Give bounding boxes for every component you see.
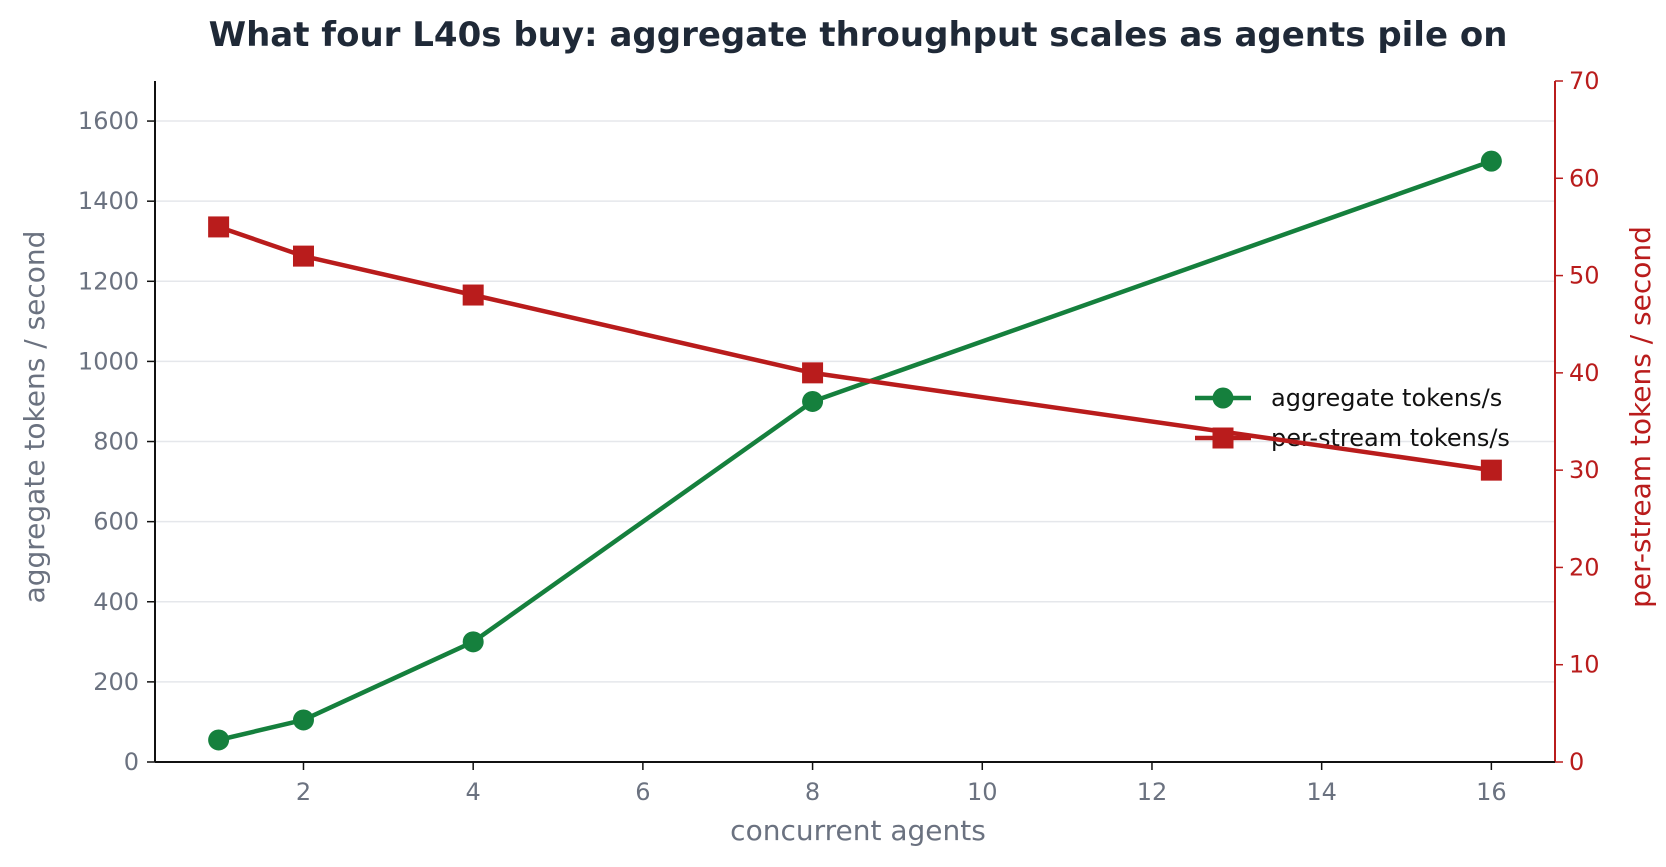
series-layer <box>208 150 1502 751</box>
right-y-tick-label: 20 <box>1569 553 1600 581</box>
x-tick-label: 12 <box>1137 778 1168 806</box>
right-y-tick-label: 60 <box>1569 164 1600 192</box>
left-y-tick-label: 1400 <box>78 187 139 215</box>
right-y-axis-label: per-stream tokens / second <box>1624 226 1657 608</box>
tick-labels: 0 200 400 600 800 1000 1200 1400 1600 0 10 20 30 40 50… <box>78 67 1600 806</box>
data-point <box>462 631 484 653</box>
data-point <box>802 390 824 412</box>
x-tick-label: 10 <box>967 778 998 806</box>
right-y-tick-label: 70 <box>1569 67 1600 95</box>
left-y-axis-label: aggregate tokens / second <box>18 231 51 604</box>
right-y-tick-label: 10 <box>1569 651 1600 679</box>
right-y-tick-label: 0 <box>1569 748 1584 776</box>
left-y-tick-label: 0 <box>124 748 139 776</box>
legend: aggregate tokens/s per-stream tokens/s <box>1195 384 1510 452</box>
right-y-tick-label: 40 <box>1569 359 1600 387</box>
left-y-tick-label: 800 <box>93 428 139 456</box>
data-point <box>292 245 314 267</box>
x-tick-label: 6 <box>635 778 650 806</box>
x-tick-label: 2 <box>296 778 311 806</box>
axes <box>147 80 1563 770</box>
data-point <box>208 216 230 238</box>
x-tick-label: 4 <box>466 778 481 806</box>
data-point <box>462 284 484 306</box>
legend-label: per-stream tokens/s <box>1271 424 1510 452</box>
legend-swatch-marker <box>1212 387 1234 409</box>
gridlines <box>155 120 1555 683</box>
left-y-tick-label: 1600 <box>78 107 139 135</box>
x-tick-label: 16 <box>1476 778 1507 806</box>
data-point <box>292 709 314 731</box>
left-y-tick-label: 400 <box>93 588 139 616</box>
data-point <box>802 362 824 384</box>
data-point <box>1480 459 1502 481</box>
left-y-tick-label: 200 <box>93 668 139 696</box>
data-point <box>1480 150 1502 172</box>
x-axis-label: concurrent agents <box>730 814 986 847</box>
data-point <box>208 729 230 751</box>
left-y-tick-label: 1000 <box>78 347 139 375</box>
x-tick-label: 14 <box>1306 778 1337 806</box>
chart-title: What four L40s buy: aggregate throughput… <box>209 15 1508 55</box>
x-tick-label: 8 <box>805 778 820 806</box>
legend-label: aggregate tokens/s <box>1271 384 1502 412</box>
left-y-tick-label: 600 <box>93 508 139 536</box>
left-y-tick-label: 1200 <box>78 267 139 295</box>
right-y-tick-label: 30 <box>1569 456 1600 484</box>
right-y-tick-label: 50 <box>1569 262 1600 290</box>
